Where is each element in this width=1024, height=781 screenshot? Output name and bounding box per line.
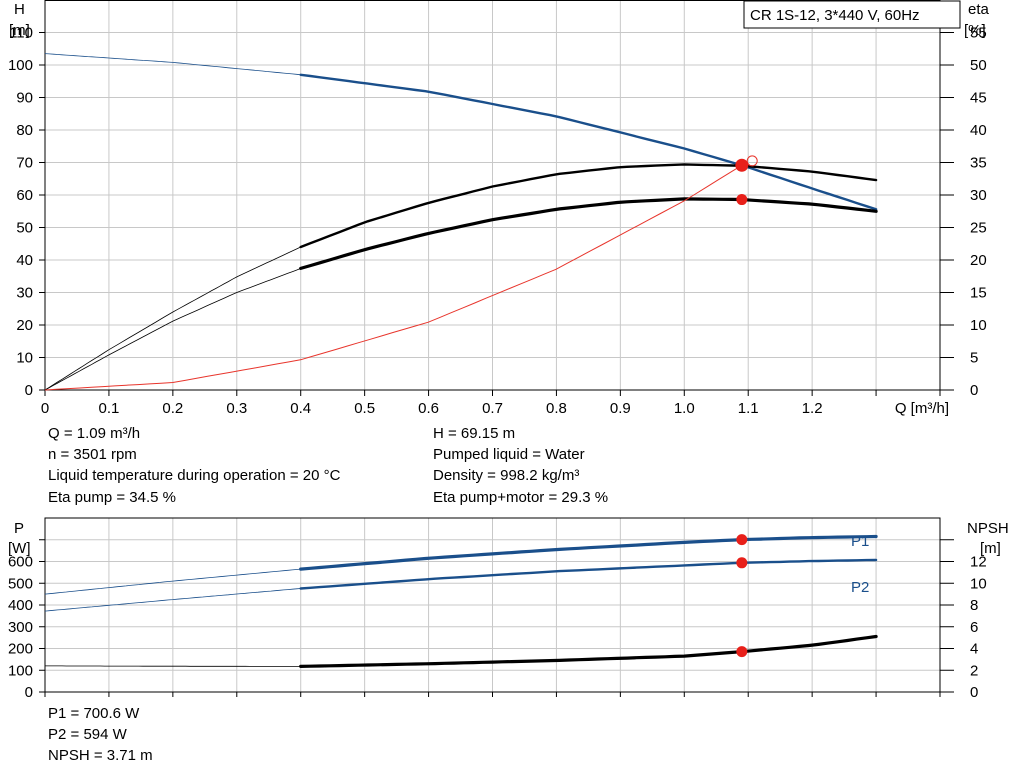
eta-pump-curve-extension bbox=[44, 246, 301, 391]
info-speed: n = 3501 rpm bbox=[48, 446, 137, 463]
info-eta-pump: Eta pump = 34.5 % bbox=[48, 489, 176, 506]
bottom-y-left-tick-label: 200 bbox=[8, 641, 33, 658]
bottom-y-right-axis-title: NPSH bbox=[967, 520, 1009, 537]
npsh-curve bbox=[299, 634, 878, 668]
x-tick-label: 0.9 bbox=[610, 400, 631, 417]
x-tick-label: 0.3 bbox=[226, 400, 247, 417]
y-right-tick-label: 55 bbox=[970, 25, 987, 42]
y-right-tick-label: 45 bbox=[970, 90, 987, 107]
x-tick-label: 1.0 bbox=[674, 400, 695, 417]
axis-labels: Q [m³/h] H [m] eta [%] CR 1S-12, 3*440 V, 60H… bbox=[8, 0, 1009, 596]
npsh-curve-extension bbox=[45, 665, 301, 667]
p1-operating-point bbox=[736, 534, 748, 546]
info-liquid-temp: Liquid temperature during operation = 20… bbox=[48, 467, 341, 484]
y-right-tick-label: 20 bbox=[970, 252, 987, 269]
y-left-axis-title: H bbox=[14, 1, 25, 18]
bottom-y-left-tick-label: 500 bbox=[8, 575, 33, 592]
x-tick-label: 1.2 bbox=[802, 400, 823, 417]
bottom-y-left-tick-label: 0 bbox=[25, 684, 33, 701]
axis-ticks: 0 0.1 0.2 0.3 0.4 0.5 0.6 0.7 0.8 0.9 1.0 1.1 1.2 0 10… bbox=[8, 25, 987, 702]
y-left-tick-label: 0 bbox=[25, 382, 33, 399]
bottom-y-right-tick-label: 6 bbox=[970, 619, 978, 636]
bottom-y-right-tick-label: 8 bbox=[970, 597, 978, 614]
y-right-tick-label: 50 bbox=[970, 57, 987, 74]
bottom-y-left-tick-label: 100 bbox=[8, 662, 33, 679]
y-right-tick-label: 40 bbox=[970, 122, 987, 139]
y-right-tick-label: 5 bbox=[970, 350, 978, 367]
bottom-y-right-tick-label: 10 bbox=[970, 575, 987, 592]
y-left-tick-label: 90 bbox=[16, 90, 33, 107]
info-eta-pump-motor: Eta pump+motor = 29.3 % bbox=[433, 489, 609, 506]
x-tick-label: 0.2 bbox=[162, 400, 183, 417]
operating-points bbox=[735, 155, 758, 658]
x-tick-label: 0.5 bbox=[354, 400, 375, 417]
y-right-tick-label: 35 bbox=[970, 155, 987, 172]
p1-curve bbox=[299, 534, 878, 571]
curves bbox=[44, 53, 878, 668]
pump-title-box bbox=[743, 0, 961, 29]
bottom-y-left-axis-title: P bbox=[14, 520, 24, 537]
y-left-tick-label: 40 bbox=[16, 252, 33, 269]
y-left-tick-label: 10 bbox=[16, 350, 33, 367]
x-tick-label: 0.1 bbox=[98, 400, 119, 417]
p2-curve-extension bbox=[44, 588, 301, 612]
bottom-y-left-axis-unit: [W] bbox=[8, 540, 31, 557]
y-left-tick-label: 80 bbox=[16, 122, 33, 139]
info-npsh: NPSH = 3.71 m bbox=[48, 747, 153, 764]
bottom-y-left-tick-label: 400 bbox=[8, 597, 33, 614]
pump-title: CR 1S-12, 3*440 V, 60Hz bbox=[750, 7, 920, 24]
p1-series-label: P1 bbox=[851, 533, 869, 550]
head-operating-point bbox=[735, 158, 749, 172]
system-curve bbox=[44, 164, 743, 391]
x-tick-label: 0.4 bbox=[290, 400, 311, 417]
y-left-tick-label: 60 bbox=[16, 187, 33, 204]
y-left-tick-label: 110 bbox=[9, 25, 33, 42]
bottom-y-right-tick-label: 2 bbox=[970, 662, 978, 679]
bottom-y-right-tick-label: 4 bbox=[970, 641, 978, 658]
y-right-tick-label: 15 bbox=[970, 285, 987, 302]
y-right-axis-title: eta bbox=[968, 1, 990, 18]
p2-operating-point bbox=[736, 557, 748, 569]
eta-operating-point bbox=[736, 194, 748, 206]
info-pumped-liquid: Pumped liquid = Water bbox=[433, 446, 585, 463]
eta-pump-motor-curve-extension bbox=[44, 268, 301, 391]
x-tick-label: 0.6 bbox=[418, 400, 439, 417]
bottom-y-right-axis-unit: [m] bbox=[980, 540, 1001, 557]
bottom-y-left-tick-label: 600 bbox=[8, 554, 33, 571]
x-tick-label: 0.7 bbox=[482, 400, 503, 417]
x-axis-label: Q [m³/h] bbox=[895, 400, 949, 417]
p2-curve bbox=[299, 558, 878, 590]
x-tick-label: 0.8 bbox=[546, 400, 567, 417]
p2-series-label: P2 bbox=[851, 579, 869, 596]
y-left-tick-label: 70 bbox=[16, 155, 33, 172]
y-right-tick-label: 25 bbox=[970, 220, 987, 237]
y-left-tick-label: 20 bbox=[16, 317, 33, 334]
y-right-axis-unit: [%] bbox=[964, 22, 986, 39]
bottom-y-left-tick-label: 300 bbox=[8, 619, 33, 636]
y-right-tick-label: 10 bbox=[970, 317, 987, 334]
y-right-tick-label: 30 bbox=[970, 187, 987, 204]
eta-pump-motor-curve bbox=[299, 197, 878, 270]
info-q: Q = 1.09 m³/h bbox=[48, 425, 141, 442]
info-p2: P2 = 594 W bbox=[48, 726, 127, 743]
bottom-y-right-tick-label: 12 bbox=[970, 554, 987, 571]
p1-curve-extension bbox=[44, 568, 301, 595]
npsh-operating-point bbox=[736, 646, 748, 658]
head-curve bbox=[299, 73, 878, 211]
x-tick-label: 1.1 bbox=[738, 400, 759, 417]
y-left-axis-unit: [m] bbox=[9, 22, 30, 39]
y-left-tick-label: 30 bbox=[16, 285, 33, 302]
duty-marker-open bbox=[746, 155, 758, 167]
eta-pump-curve bbox=[299, 163, 878, 249]
y-right-tick-label: 0 bbox=[970, 382, 978, 399]
y-left-tick-label: 50 bbox=[16, 220, 33, 237]
info-p1: P1 = 700.6 W bbox=[48, 705, 140, 722]
bottom-y-right-tick-label: 0 bbox=[970, 684, 978, 701]
head-curve-extension bbox=[44, 53, 301, 76]
info-density: Density = 998.2 kg/m³ bbox=[433, 467, 580, 484]
x-tick-label: 0 bbox=[41, 400, 49, 417]
y-left-tick-label: 100 bbox=[8, 57, 33, 74]
info-head: H = 69.15 m bbox=[433, 425, 516, 442]
